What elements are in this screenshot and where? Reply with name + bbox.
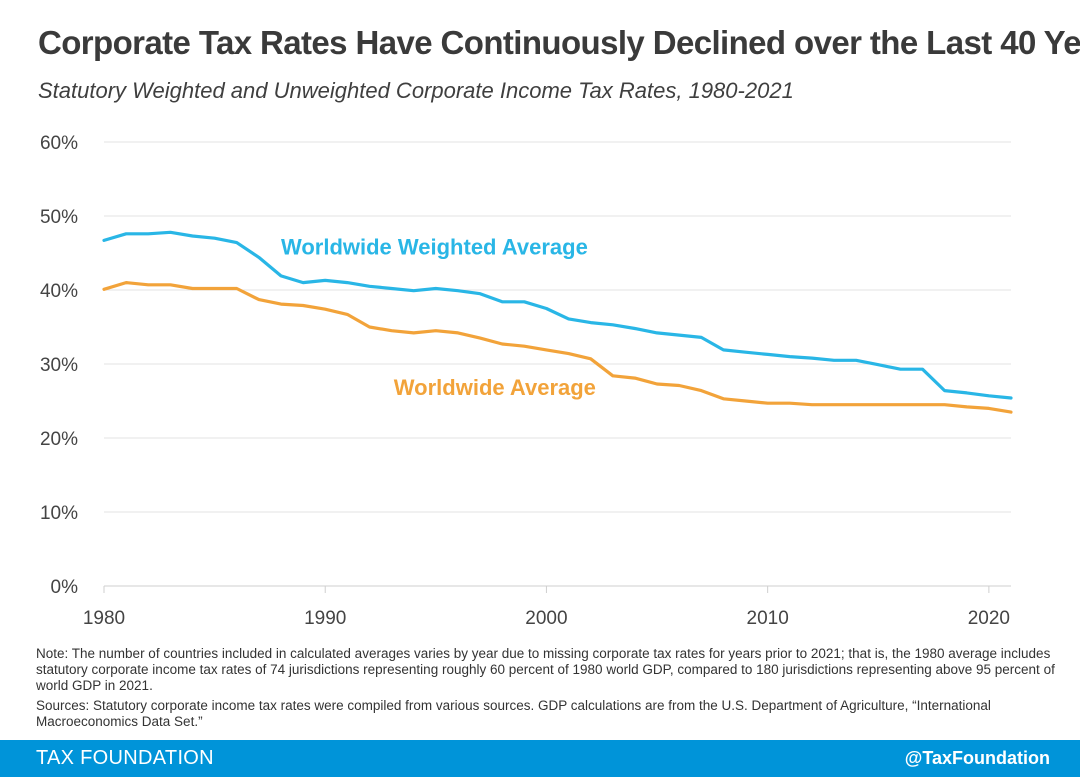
y-tick-label: 60% [40, 133, 78, 154]
x-tick-label: 1990 [304, 608, 346, 629]
x-tick-label: 2000 [525, 608, 567, 629]
series-label-2: Worldwide Average [394, 375, 596, 400]
chart-title: Corporate Tax Rates Have Continuously De… [38, 24, 1080, 61]
brand-logo[interactable]: TAX FOUNDATION [36, 747, 214, 769]
y-tick-label: 10% [40, 503, 78, 524]
y-tick-label: 40% [40, 281, 78, 302]
chart-subtitle: Statutory Weighted and Unweighted Corpor… [38, 78, 794, 103]
y-tick-label: 0% [51, 577, 79, 598]
notes-section: Note: The number of countries included i… [36, 646, 1066, 734]
note-text: Note: The number of countries included i… [36, 646, 1055, 693]
line-chart: 0% 10% 20% 30% 40% 50% 60% 1980 1990 2000 2010 2020… [40, 133, 1013, 629]
x-tick-label: 2020 [968, 608, 1010, 629]
y-tick-label: 30% [40, 355, 78, 376]
series-label-1: Worldwide Weighted Average [281, 234, 588, 259]
footer-bar: TAX FOUNDATION @TaxFoundation [0, 740, 1080, 777]
series-line-2 [102, 281, 1013, 414]
series-line-1 [102, 230, 1013, 400]
x-tick-label: 1980 [83, 608, 125, 629]
sources-text: Sources: Statutory corporate income tax … [36, 698, 991, 729]
x-tick-label: 2010 [747, 608, 789, 629]
twitter-handle[interactable]: @TaxFoundation [904, 748, 1050, 768]
y-tick-label: 20% [40, 429, 78, 450]
y-tick-label: 50% [40, 207, 78, 228]
